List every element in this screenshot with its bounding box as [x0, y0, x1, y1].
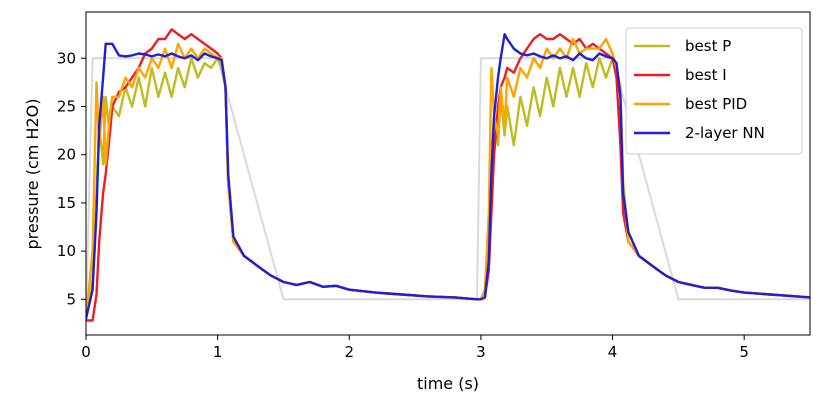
- x-tick-label: 2: [344, 343, 354, 361]
- y-tick-label: 20: [57, 146, 76, 164]
- legend-label-2: best PID: [685, 95, 747, 113]
- legend-label-1: best I: [685, 66, 727, 84]
- y-tick-label: 5: [66, 290, 76, 308]
- y-tick-label: 25: [57, 97, 76, 115]
- y-axis-label: pressure (cm H2O): [23, 99, 42, 250]
- y-tick-label: 15: [57, 194, 76, 212]
- x-tick-label: 1: [213, 343, 223, 361]
- y-tick-label: 30: [57, 49, 76, 67]
- x-tick-label: 4: [608, 343, 618, 361]
- x-axis: 0 1 2 3 4 5: [81, 335, 749, 361]
- y-tick-label: 10: [57, 242, 76, 260]
- y-axis: 5 10 15 20 25 30: [57, 49, 86, 308]
- x-tick-label: 0: [81, 343, 91, 361]
- legend: best P best I best PID 2-layer NN: [625, 27, 803, 155]
- legend-box: [625, 27, 803, 155]
- series-line-3: [86, 33, 810, 320]
- legend-label-3: 2-layer NN: [685, 124, 765, 142]
- legend-label-0: best P: [685, 37, 731, 55]
- series-lines: [86, 28, 810, 322]
- x-tick-label: 3: [476, 343, 486, 361]
- x-axis-label: time (s): [417, 374, 479, 393]
- x-tick-label: 5: [739, 343, 749, 361]
- plot-frame: [85, 11, 811, 336]
- plot-area: [85, 11, 811, 336]
